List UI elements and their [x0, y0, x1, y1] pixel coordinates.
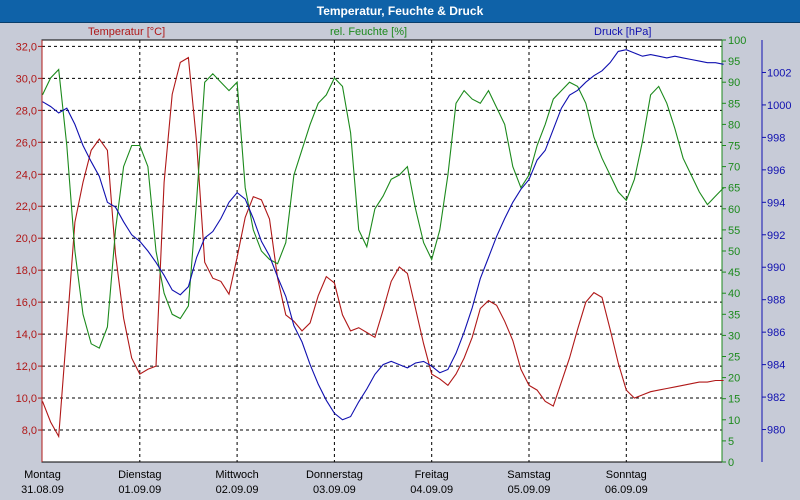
humidity-tick-label: 10 [728, 415, 740, 427]
temperature-tick-label: 12,0 [16, 361, 37, 373]
x-tick-day-label: Dienstag [118, 469, 161, 481]
temperature-tick-label: 14,0 [16, 329, 37, 341]
pressure-series-line [42, 49, 724, 421]
humidity-tick-label: 60 [728, 204, 740, 216]
pressure-tick-label: 996 [767, 165, 785, 177]
x-tick-day-label: Freitag [415, 469, 449, 481]
pressure-tick-label: 992 [767, 230, 785, 242]
humidity-tick-label: 45 [728, 267, 740, 279]
humidity-tick-label: 95 [728, 56, 740, 68]
pressure-tick-label: 998 [767, 132, 785, 144]
humidity-tick-label: 85 [728, 98, 740, 110]
x-tick-date-label: 01.09.09 [118, 484, 161, 496]
humidity-tick-label: 100 [728, 35, 746, 47]
temperature-series-line [41, 56, 724, 439]
pressure-tick-label: 990 [767, 262, 785, 274]
x-tick-date-label: 31.08.09 [21, 484, 64, 496]
temperature-tick-label: 24,0 [16, 169, 37, 181]
humidity-tick-label: 75 [728, 141, 740, 153]
pressure-tick-label: 988 [767, 295, 785, 307]
temperature-tick-label: 18,0 [16, 265, 37, 277]
x-tick-day-label: Mittwoch [215, 469, 258, 481]
temperature-axis-title: Temperatur [°C] [88, 26, 166, 38]
pressure-tick-label: 1002 [767, 67, 791, 79]
pressure-tick-label: 982 [767, 392, 785, 404]
humidity-tick-label: 20 [728, 373, 740, 385]
humidity-tick-label: 15 [728, 394, 740, 406]
temperature-tick-label: 8,0 [22, 425, 37, 437]
temperature-tick-label: 10,0 [16, 393, 37, 405]
humidity-axis-title: rel. Feuchte [%] [330, 26, 408, 38]
pressure-tick-label: 1000 [767, 100, 791, 112]
x-tick-day-label: Montag [24, 469, 61, 481]
temperature-tick-label: 20,0 [16, 233, 37, 245]
pressure-tick-label: 980 [767, 425, 785, 437]
pressure-tick-label: 994 [767, 197, 785, 209]
x-tick-date-label: 04.09.09 [410, 484, 453, 496]
x-tick-day-label: Samstag [507, 469, 550, 481]
humidity-tick-label: 0 [728, 457, 734, 469]
window-title: Temperatur, Feuchte & Druck [0, 0, 800, 23]
pressure-tick-label: 984 [767, 360, 785, 372]
x-tick-day-label: Sonntag [606, 469, 647, 481]
x-tick-date-label: 02.09.09 [216, 484, 259, 496]
temperature-tick-label: 32,0 [16, 41, 37, 53]
humidity-tick-label: 5 [728, 436, 734, 448]
plot-area [41, 39, 723, 463]
humidity-tick-label: 80 [728, 119, 740, 131]
pressure-axis-title: Druck [hPa] [594, 26, 652, 38]
pressure-tick-label: 986 [767, 327, 785, 339]
temperature-tick-label: 22,0 [16, 201, 37, 213]
humidity-tick-label: 55 [728, 225, 740, 237]
x-tick-date-label: 05.09.09 [508, 484, 551, 496]
temperature-tick-label: 30,0 [16, 73, 37, 85]
temperature-tick-label: 26,0 [16, 137, 37, 149]
humidity-series-line [42, 68, 724, 349]
humidity-tick-label: 65 [728, 183, 740, 195]
humidity-tick-label: 25 [728, 352, 740, 364]
humidity-tick-label: 90 [728, 77, 740, 89]
x-tick-date-label: 06.09.09 [605, 484, 648, 496]
temperature-tick-label: 28,0 [16, 105, 37, 117]
humidity-tick-label: 40 [728, 288, 740, 300]
humidity-tick-label: 50 [728, 246, 740, 258]
x-tick-date-label: 03.09.09 [313, 484, 356, 496]
humidity-tick-label: 35 [728, 309, 740, 321]
humidity-tick-label: 30 [728, 330, 740, 342]
temperature-tick-label: 16,0 [16, 297, 37, 309]
humidity-tick-label: 70 [728, 162, 740, 174]
x-tick-day-label: Donnerstag [306, 469, 363, 481]
